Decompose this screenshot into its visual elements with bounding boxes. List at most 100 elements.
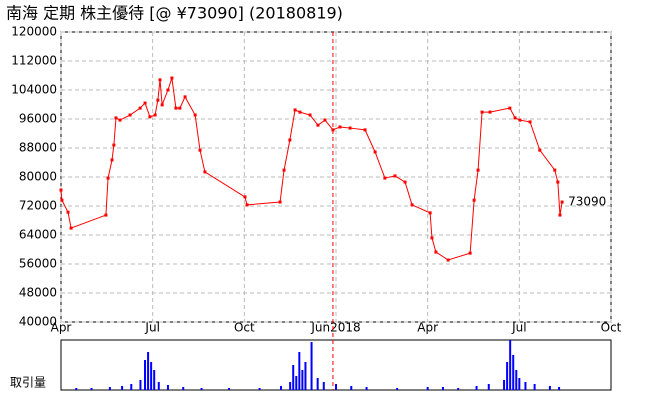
volume-bar [144, 360, 147, 390]
y-tick-label: 64000 [19, 228, 57, 242]
volume-bar [157, 382, 160, 390]
last-price-label: 73090 [568, 195, 606, 209]
volume-bar [90, 388, 93, 390]
y-tick-label: 72000 [19, 199, 57, 213]
volume-bar [182, 387, 185, 390]
price-point [476, 168, 480, 172]
volume-bar [558, 387, 561, 390]
price-point [110, 158, 114, 162]
x-tick-label: Jul [144, 321, 159, 335]
price-point [480, 110, 484, 114]
price-point [66, 210, 70, 214]
volume-label: 取引量 [10, 376, 46, 390]
price-point [518, 118, 522, 122]
volume-bar [130, 384, 133, 390]
price-point [282, 168, 286, 172]
price-point [316, 123, 320, 127]
y-tick-label: 56000 [19, 257, 57, 271]
x-tick-label: Oct [234, 321, 255, 335]
volume-frame [60, 339, 612, 391]
y-tick-label: 104000 [11, 83, 57, 97]
price-point [468, 251, 472, 255]
volume-bar [150, 362, 153, 390]
y-tick-label: 88000 [19, 141, 57, 155]
price-point [153, 113, 157, 117]
volume-bar [512, 355, 515, 390]
price-point [331, 128, 335, 132]
volume-bar [301, 370, 304, 390]
price-point [513, 116, 517, 120]
price-point [138, 106, 142, 110]
volume-bar [166, 385, 169, 390]
y-tick-label: 40000 [19, 315, 57, 329]
volume-bar [503, 380, 506, 390]
volume-bar [108, 387, 111, 390]
volume-bar [396, 388, 399, 390]
price-point [203, 170, 207, 174]
price-point [245, 203, 249, 207]
price-point [118, 118, 122, 122]
price-point [528, 120, 532, 124]
price-point [508, 106, 512, 110]
volume-bar [533, 384, 536, 390]
price-point [178, 106, 182, 110]
volume-bar [298, 352, 301, 390]
y-tick-label: 80000 [19, 170, 57, 184]
price-point [553, 168, 557, 172]
price-point [298, 110, 302, 114]
price-point [59, 188, 63, 192]
price-point [193, 113, 197, 117]
volume-bar [304, 362, 307, 390]
price-point [338, 125, 342, 129]
price-point [243, 195, 247, 199]
volume-bar [457, 388, 460, 390]
volume-bar [365, 387, 368, 390]
price-point [69, 226, 73, 230]
price-point [434, 250, 438, 254]
price-point [278, 200, 282, 204]
price-point [323, 118, 327, 122]
price-point [348, 126, 352, 130]
price-point [170, 76, 174, 80]
price-point [403, 180, 407, 184]
price-point [112, 143, 116, 147]
volume-bar [280, 386, 282, 390]
x-tick-label: Jul [511, 321, 526, 335]
price-point [293, 108, 297, 112]
volume-bar [200, 388, 203, 390]
x-tick-label: Oct [601, 321, 622, 335]
chart-title: 南海 定期 株主優待 [@ ¥73090] (20180819) [6, 4, 343, 23]
price-point [60, 198, 64, 202]
volume-bar [316, 378, 319, 390]
price-point [148, 115, 152, 119]
y-tick-label: 48000 [19, 286, 57, 300]
x-tick-label: Jun2018 [310, 321, 360, 335]
volume-bar [515, 370, 518, 390]
volume-bar [289, 382, 292, 390]
volume-bar [524, 382, 527, 390]
volume-bar [548, 386, 551, 390]
volume-bar [292, 365, 295, 390]
volume-bar [509, 340, 512, 390]
volume-bar [75, 388, 78, 390]
volume-bar [322, 382, 325, 390]
price-line [60, 77, 563, 261]
volume-bar [295, 376, 298, 390]
volume-bar [139, 380, 142, 390]
y-tick-label: 120000 [11, 25, 57, 39]
price-point [198, 148, 202, 152]
price-point [538, 148, 542, 152]
price-point [156, 98, 160, 102]
price-point [383, 176, 387, 180]
price-point [308, 113, 312, 117]
x-tick-label: Apr [51, 321, 72, 335]
price-point [160, 103, 164, 107]
x-tick-label: Apr [417, 321, 438, 335]
volume-bar [335, 384, 337, 390]
volume-bar [441, 387, 444, 390]
volume-bar [350, 386, 353, 390]
price-point [410, 203, 414, 207]
volume-bar [121, 386, 124, 390]
volume-bar [258, 388, 261, 390]
